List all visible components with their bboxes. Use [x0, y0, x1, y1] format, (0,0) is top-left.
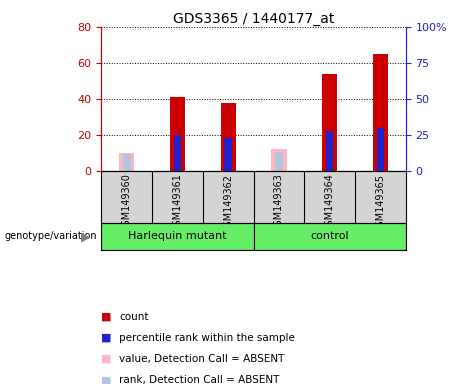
Text: Harlequin mutant: Harlequin mutant [128, 232, 227, 242]
Bar [174, 135, 181, 171]
Text: GSM149363: GSM149363 [274, 174, 284, 232]
Bar [225, 138, 232, 171]
Text: ▶: ▶ [81, 230, 90, 243]
Text: count: count [119, 312, 148, 322]
Bar [372, 54, 388, 171]
Text: ■: ■ [101, 333, 112, 343]
Text: ■: ■ [101, 354, 112, 364]
Text: control: control [310, 232, 349, 242]
Bar [275, 152, 283, 171]
Text: GSM149361: GSM149361 [172, 174, 183, 232]
Bar [254, 223, 406, 250]
Title: GDS3365 / 1440177_at: GDS3365 / 1440177_at [173, 12, 334, 26]
Text: ■: ■ [101, 312, 112, 322]
Bar [101, 223, 254, 250]
Text: GSM149365: GSM149365 [375, 174, 385, 233]
Text: GSM149364: GSM149364 [325, 174, 335, 232]
Bar [119, 153, 135, 171]
Bar [123, 154, 130, 171]
Text: GSM149360: GSM149360 [122, 174, 132, 232]
Text: percentile rank within the sample: percentile rank within the sample [119, 333, 295, 343]
Bar [322, 74, 337, 171]
Bar [220, 103, 236, 171]
Text: ■: ■ [101, 375, 112, 384]
Text: GSM149362: GSM149362 [223, 174, 233, 233]
Bar [326, 131, 333, 171]
Text: genotype/variation: genotype/variation [5, 232, 97, 242]
Text: value, Detection Call = ABSENT: value, Detection Call = ABSENT [119, 354, 284, 364]
Bar [377, 128, 384, 171]
Bar [271, 149, 287, 171]
Bar [170, 97, 185, 171]
Text: rank, Detection Call = ABSENT: rank, Detection Call = ABSENT [119, 375, 279, 384]
